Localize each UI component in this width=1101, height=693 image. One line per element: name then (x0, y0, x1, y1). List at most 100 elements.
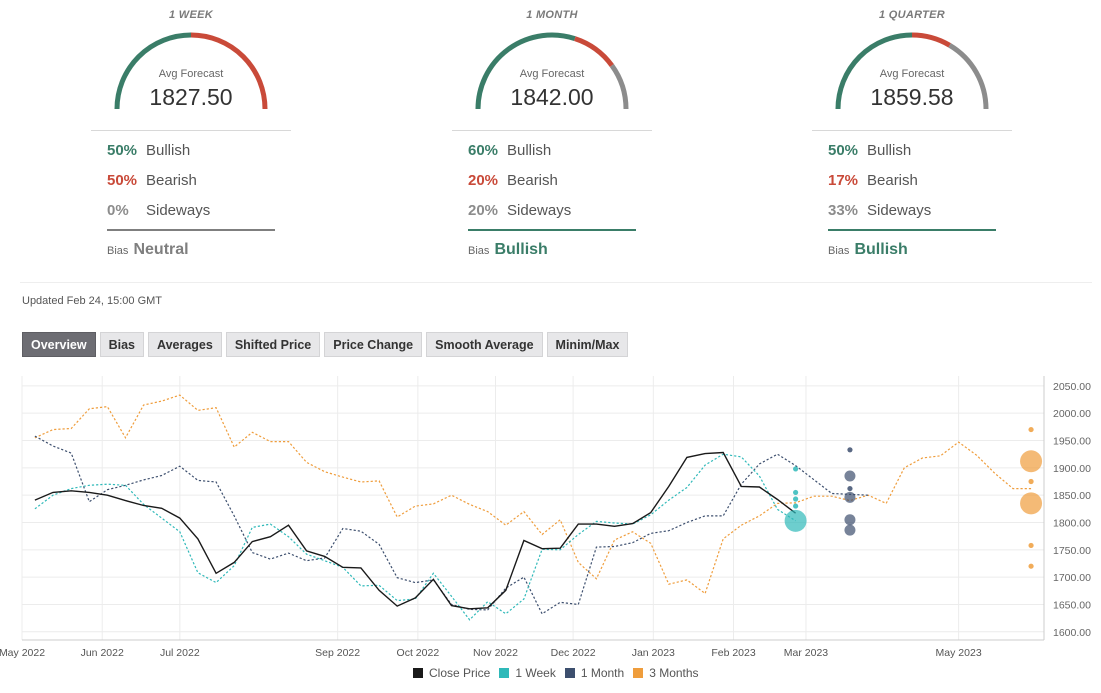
forecast-dot-1-month[interactable] (847, 485, 853, 492)
period-title: 1 MONTH (526, 9, 578, 21)
tab-bias[interactable]: Bias (99, 332, 144, 357)
bearish-label: Bearish (867, 172, 918, 189)
forecast-dot-1-week[interactable] (784, 509, 807, 532)
x-tick-label: May 2023 (936, 647, 982, 659)
forecast-dot-3-months[interactable] (1020, 492, 1043, 515)
y-tick-label: 2050.00 (1053, 381, 1091, 393)
bias-label: Bias (468, 245, 490, 257)
forecast-dot-1-month[interactable] (844, 514, 856, 526)
bias-value: Neutral (133, 241, 189, 258)
legend-swatch (499, 668, 510, 678)
gauge-bullish-arc (835, 32, 913, 110)
x-tick-label: Nov 2022 (473, 647, 518, 659)
forecast-dot-1-week[interactable] (793, 496, 799, 502)
series-1-month-line[interactable] (34, 435, 869, 615)
gauge-bullish-arc (475, 32, 576, 110)
series-3-months-line[interactable] (34, 394, 1032, 595)
bias-indicator: Bias Bullish (468, 241, 548, 259)
forecast-dot-1-week[interactable] (793, 503, 799, 509)
legend-swatch (564, 668, 575, 678)
bearish-row: 20% Bearish (468, 172, 558, 189)
bearish-row: 17% Bearish (828, 172, 918, 189)
chart-tabs: Overview Bias Averages Shifted Price Pri… (22, 332, 632, 357)
period-title: 1 WEEK (169, 9, 213, 21)
divider (452, 130, 652, 131)
bullish-label: Bullish (867, 142, 912, 159)
forecast-dot-3-months[interactable] (1028, 542, 1034, 549)
series-close-price-line[interactable] (34, 451, 797, 610)
bearish-row: 50% Bearish (107, 172, 197, 189)
chart-legend: Close Price 1 Week 1 Month 3 Months (413, 666, 708, 680)
bullish-row: 60% Bullish (468, 142, 551, 159)
gauge-bearish-arc (911, 32, 951, 48)
forecast-chart: 1600.00 1650.00 1700.00 1750.00 1800.00 1850.… (0, 376, 1091, 659)
x-tick-label: Jul 2022 (160, 647, 200, 659)
legend-item-1-month[interactable]: 1 Month (564, 666, 625, 680)
bullish-label: Bullish (507, 142, 552, 159)
sideways-percent: 20% (468, 202, 499, 219)
x-tick-label: Jun 2022 (81, 647, 124, 659)
forecast-gauge (475, 32, 629, 110)
section-divider (20, 282, 1092, 283)
bullish-percent: 50% (828, 142, 859, 159)
legend-label: Close Price (429, 666, 491, 680)
tab-shifted-price[interactable]: Shifted Price (225, 332, 321, 357)
period-title: 1 QUARTER (878, 9, 946, 21)
forecast-gauge (835, 32, 989, 110)
sideways-label: Sideways (507, 202, 572, 219)
bias-divider (828, 229, 996, 231)
bearish-percent: 20% (468, 172, 499, 189)
y-tick-label: 1750.00 (1053, 545, 1091, 557)
bullish-percent: 50% (107, 142, 138, 159)
forecast-gauge (114, 32, 268, 110)
x-tick-label: Dec 2022 (551, 647, 596, 659)
legend-swatch (413, 668, 423, 678)
tab-smooth-average[interactable]: Smooth Average (426, 332, 543, 357)
forecast-dot-3-months[interactable] (1020, 450, 1043, 473)
x-tick-label: Jan 2023 (632, 647, 675, 659)
bias-indicator: Bias Bullish (828, 241, 908, 259)
tab-price-change[interactable]: Price Change (324, 332, 423, 357)
avg-forecast-value: 1859.58 (870, 84, 954, 110)
series-1-week-line[interactable] (34, 453, 796, 621)
forecast-dot-1-week[interactable] (793, 489, 799, 496)
bias-indicator: Bias Neutral (107, 241, 189, 259)
avg-forecast-value: 1842.00 (510, 84, 594, 110)
legend-item-1-week[interactable]: 1 Week (499, 666, 556, 680)
forecast-dot-3-months[interactable] (1028, 426, 1034, 433)
bias-value: Bullish (494, 241, 548, 258)
bias-divider (107, 229, 275, 231)
bias-value: Bullish (854, 241, 908, 258)
forecast-dot-1-month[interactable] (844, 470, 856, 482)
forecast-dot-1-month[interactable] (844, 491, 856, 503)
y-tick-label: 1800.00 (1053, 517, 1091, 529)
bearish-label: Bearish (146, 172, 197, 189)
forecast-dot-1-month[interactable] (847, 447, 853, 453)
avg-forecast-label: Avg Forecast (519, 68, 585, 80)
sideways-row: 33% Sideways (828, 202, 931, 219)
tab-overview[interactable]: Overview (22, 332, 96, 357)
sideways-label: Sideways (146, 202, 211, 219)
forecast-dot-3-months[interactable] (1028, 563, 1034, 569)
updated-timestamp: Updated Feb 24, 15:00 GMT (22, 295, 163, 307)
legend-item-close-price[interactable]: Close Price (413, 666, 490, 680)
gauge-bearish-arc (574, 36, 614, 68)
bias-label: Bias (828, 245, 850, 257)
x-tick-label: May 2022 (0, 647, 45, 659)
sideways-row: 20% Sideways (468, 202, 571, 219)
bullish-label: Bullish (146, 142, 191, 159)
legend-label: 3 Months (649, 666, 699, 680)
forecast-dot-1-week[interactable] (793, 466, 799, 472)
divider (91, 130, 291, 131)
legend-swatch (633, 668, 644, 678)
legend-label: 1 Month (580, 666, 625, 680)
sideways-label: Sideways (867, 202, 932, 219)
gauge-bullish-arc (114, 32, 192, 110)
legend-item-3-months[interactable]: 3 Months (633, 666, 699, 680)
forecast-dot-1-month[interactable] (844, 524, 856, 536)
tab-averages[interactable]: Averages (148, 332, 222, 357)
avg-forecast-label: Avg Forecast (879, 68, 945, 80)
tab-minim-max[interactable]: Minim/Max (546, 332, 629, 357)
forecast-dot-3-months[interactable] (1028, 478, 1034, 485)
y-tick-label: 1650.00 (1053, 599, 1091, 611)
